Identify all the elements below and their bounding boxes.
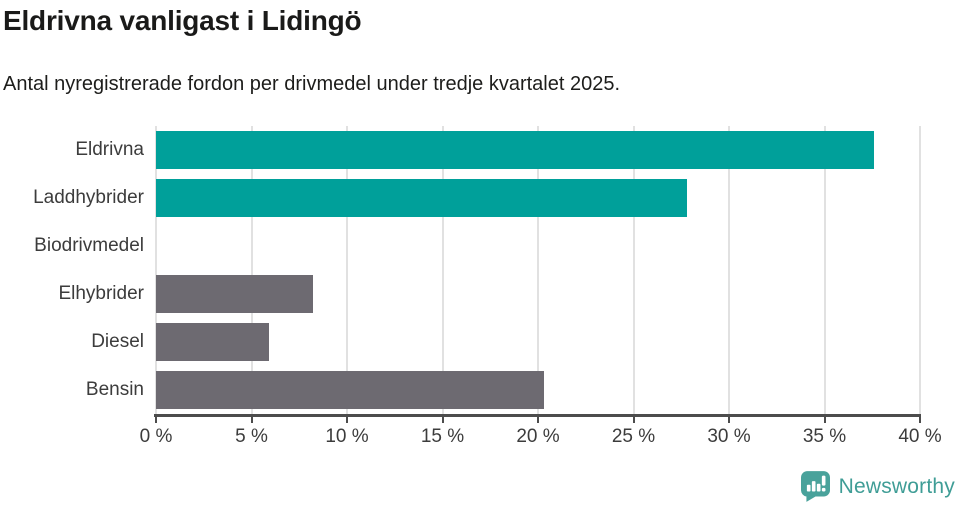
y-category-label: Biodrivmedel: [34, 235, 144, 256]
axis-tick: [919, 416, 921, 423]
newsworthy-logo-icon: [800, 471, 830, 502]
gridline: [250, 126, 253, 414]
gridline: [823, 126, 826, 414]
x-tick-label: 5 %: [235, 426, 268, 447]
newsworthy-logo-text: Newsworthy: [838, 474, 955, 498]
newsworthy-logo: Newsworthy: [800, 471, 955, 502]
axis-tick: [537, 416, 539, 423]
axis-tick: [250, 416, 253, 423]
y-category-label: Elhybrider: [58, 283, 144, 304]
bar: [156, 131, 875, 169]
y-category-label: Eldrivna: [75, 139, 144, 160]
gridline: [537, 126, 539, 414]
axis-tick: [441, 416, 444, 423]
x-tick-label: 35 %: [802, 426, 847, 447]
axis-tick: [632, 416, 635, 423]
x-tick-label: 0 %: [139, 426, 173, 447]
y-category-label: Diesel: [91, 331, 144, 352]
bar: [156, 371, 544, 409]
page-subtitle: Antal nyregistrerade fordon per drivmede…: [3, 73, 621, 95]
bar: [156, 179, 687, 217]
bar-chart: 0 % 5 % 10 % 15 % 20 % 25 % 30 % 35 % 40 % Eldriv…: [0, 126, 960, 456]
x-axis-line: [154, 414, 921, 417]
gridline: [919, 126, 921, 414]
x-tick-label: 40 %: [898, 426, 942, 447]
axis-tick: [823, 416, 826, 423]
x-tick-label: 10 %: [325, 426, 369, 447]
bar: [156, 275, 313, 313]
gridline: [441, 126, 444, 414]
gridline: [155, 126, 157, 414]
axis-tick: [728, 416, 730, 423]
gridline: [728, 126, 730, 414]
axis-tick: [346, 416, 348, 423]
bar: [156, 323, 269, 361]
plot-area: 0 % 5 % 10 % 15 % 20 % 25 % 30 % 35 % 40 % Eldriv…: [33, 126, 942, 447]
gridline: [632, 126, 635, 414]
page-title: Eldrivna vanligast i Lidingö: [3, 5, 362, 36]
y-category-label: Laddhybrider: [33, 187, 144, 208]
x-tick-label: 30 %: [707, 426, 751, 447]
x-tick-label: 25 %: [611, 426, 656, 447]
x-tick-label: 15 %: [420, 426, 465, 447]
axis-tick: [155, 416, 157, 423]
y-category-label: Bensin: [85, 379, 144, 400]
gridline: [346, 126, 348, 414]
x-tick-label: 20 %: [516, 426, 560, 447]
